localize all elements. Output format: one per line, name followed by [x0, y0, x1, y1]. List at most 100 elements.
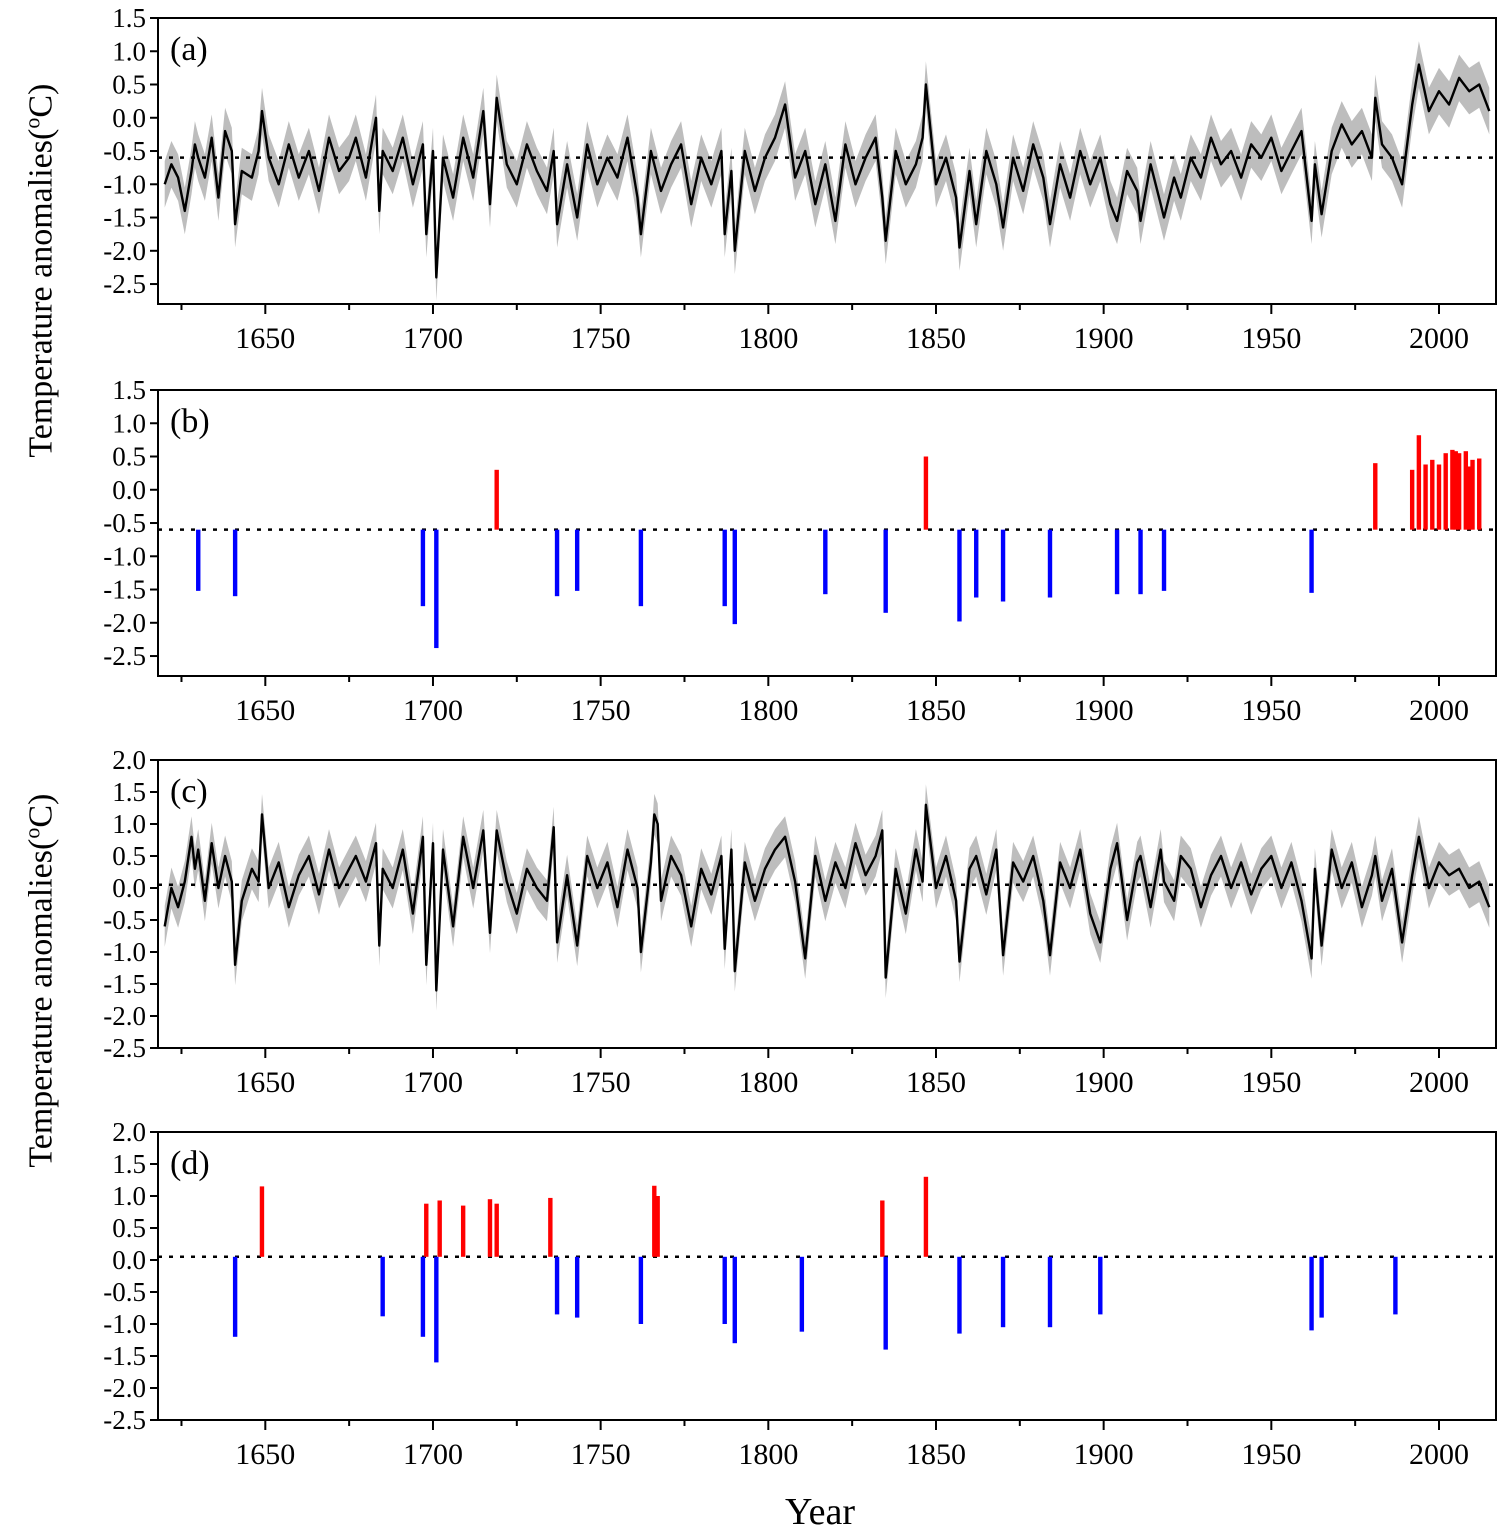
- cold-extreme-bar: [974, 529, 979, 598]
- x-tick-label: 1700: [403, 694, 463, 727]
- cold-extreme-bar: [196, 529, 201, 591]
- y-tick-label: -2.0: [103, 1001, 146, 1031]
- x-tick-label: 1900: [1074, 1066, 1134, 1099]
- warm-extreme-bar: [1443, 453, 1448, 530]
- y-tick-label: 2.0: [112, 745, 146, 775]
- cold-extreme-bar: [732, 1256, 737, 1344]
- y-tick-label: -2.0: [103, 1373, 146, 1403]
- x-tick-label: 1950: [1241, 1066, 1301, 1099]
- cold-extreme-bar: [1309, 1256, 1314, 1331]
- y-tick-label: 1.0: [112, 1181, 146, 1211]
- y-tick-label: 0.5: [112, 1213, 146, 1243]
- y-tick-label: -1.5: [103, 575, 146, 605]
- y-tick-label: 0.5: [112, 841, 146, 871]
- x-tick-label: 1850: [906, 694, 966, 727]
- cold-extreme-bar: [1000, 529, 1006, 602]
- warm-extreme-bar: [923, 1176, 929, 1257]
- y-tick-label: -1.0: [103, 169, 146, 199]
- cold-extreme-bar: [420, 529, 426, 607]
- warm-extreme-bar: [652, 1185, 657, 1257]
- panel-c: 2.01.51.00.50.0-0.5-1.0-1.5-2.0-2.5 1650 1…: [103, 745, 1497, 1099]
- y-tick-label: -2.0: [103, 608, 146, 638]
- x-tick-label: 2000: [1409, 694, 1469, 727]
- x-tick-label: 1850: [906, 1438, 966, 1471]
- warm-extreme-bar: [923, 456, 929, 530]
- panel-label: (b): [170, 403, 210, 440]
- cold-extreme-bar: [1114, 529, 1120, 595]
- y-tick-label: -2.5: [103, 641, 146, 671]
- x-tick-label: 1900: [1074, 1438, 1134, 1471]
- y-tick-label: 1.0: [112, 408, 146, 438]
- cold-extreme-bar: [722, 1256, 727, 1324]
- y-tick-label: -1.5: [103, 969, 146, 999]
- warm-extreme-bar: [1373, 463, 1378, 530]
- warm-extreme-bar: [1477, 458, 1482, 530]
- x-tick-label: 2000: [1409, 1066, 1469, 1099]
- y-axis-label-top: Temperature anomalies(oC): [19, 31, 60, 511]
- cold-extreme-bar: [957, 1256, 962, 1334]
- y-tick-label: -2.5: [103, 269, 146, 299]
- cold-extreme-bar: [554, 1256, 560, 1315]
- ylabel-end: C): [22, 793, 60, 828]
- cold-extreme-bar: [1000, 1256, 1006, 1328]
- warm-extreme-bar: [1456, 453, 1462, 530]
- warm-extreme-bar: [1463, 451, 1469, 530]
- y-tick-label: 0.5: [112, 442, 146, 472]
- cold-extreme-bar: [420, 1256, 426, 1337]
- cold-extreme-bar: [823, 529, 828, 595]
- warm-extreme-bar: [494, 1203, 499, 1257]
- x-tick-label: 2000: [1409, 1438, 1469, 1471]
- warm-extreme-bar: [460, 1205, 466, 1257]
- cold-extreme-bar: [1098, 1256, 1103, 1315]
- warm-extreme-bar: [1430, 459, 1435, 530]
- y-tick-label: 0.0: [112, 873, 146, 903]
- x-tick-label: 1700: [403, 1438, 463, 1471]
- warm-extreme-bar: [437, 1200, 442, 1257]
- y-tick-label: -0.5: [103, 1277, 146, 1307]
- panel-a: 1.51.0 0.50.0-0.5-1.0 -1.5-2.0-2.5 1650 1700…: [103, 3, 1497, 355]
- x-tick-label: 1800: [738, 322, 798, 355]
- warm-extreme-bar: [1436, 464, 1442, 530]
- temperature-series-line: [163, 803, 1491, 992]
- cold-extreme-bar: [1309, 529, 1314, 593]
- cold-extreme-bar: [232, 1256, 238, 1337]
- x-tick-label: 1700: [403, 1066, 463, 1099]
- panel-label: (d): [170, 1145, 210, 1182]
- x-tick-label: 1750: [571, 322, 631, 355]
- y-tick-label: -0.5: [103, 905, 146, 935]
- cold-extreme-bar: [434, 1256, 439, 1363]
- x-tick-label: 1750: [571, 1066, 631, 1099]
- cold-extreme-bar: [722, 529, 727, 607]
- x-tick-label: 1650: [235, 322, 295, 355]
- x-axis-label: Year: [785, 1491, 856, 1533]
- cold-extreme-bar: [732, 529, 737, 625]
- cold-extreme-bar: [1047, 529, 1053, 598]
- y-tick-label: -0.5: [103, 136, 146, 166]
- panel-label: (a): [170, 31, 208, 68]
- x-tick-label: 1850: [906, 1066, 966, 1099]
- warm-extreme-bar: [1409, 469, 1415, 530]
- y-tick-label: 1.5: [112, 777, 146, 807]
- warm-extreme-bar: [1416, 435, 1422, 530]
- warm-extreme-bar: [494, 469, 499, 530]
- y-tick-label: -2.5: [103, 1405, 146, 1435]
- x-tick-label: 1750: [571, 1438, 631, 1471]
- cold-extreme-bar: [799, 1256, 805, 1332]
- y-axis-label-bottom: Temperature anomalies(oC): [19, 741, 60, 1221]
- x-tick-label: 1650: [235, 1438, 295, 1471]
- y-tick-label: -1.0: [103, 937, 146, 967]
- ylabel-sup: o: [19, 827, 45, 839]
- x-tick-label: 1750: [571, 694, 631, 727]
- x-tick-label: 1650: [235, 1066, 295, 1099]
- cold-extreme-bar: [574, 529, 580, 591]
- ylabel-end: C): [22, 83, 60, 118]
- warm-extreme-bar: [1466, 466, 1472, 530]
- cold-extreme-bar: [883, 1256, 888, 1350]
- plot-frame: [157, 389, 1497, 677]
- panel-b: 1.51.0 0.50.0-0.5-1.0 -1.5-2.0-2.5 1650 1700…: [103, 375, 1497, 727]
- x-tick-label: 1850: [906, 322, 966, 355]
- cold-extreme-bar: [574, 1256, 580, 1318]
- y-tick-label: 1.5: [112, 1149, 146, 1179]
- x-tick-label: 1950: [1241, 1438, 1301, 1471]
- x-tick-label: 2000: [1409, 322, 1469, 355]
